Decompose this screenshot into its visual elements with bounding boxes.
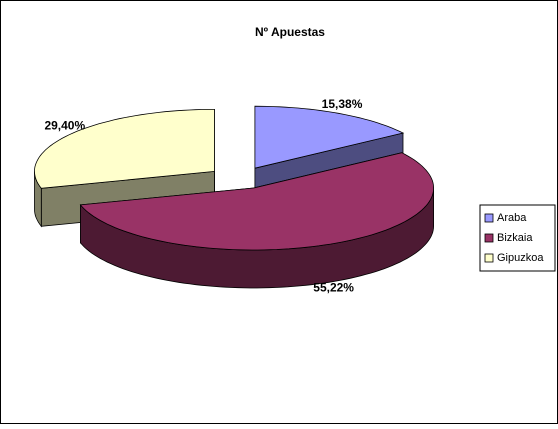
slice xyxy=(79,152,434,251)
slice xyxy=(34,109,215,189)
data-label: 15,38% xyxy=(322,97,363,111)
data-label: 29,40% xyxy=(44,119,85,133)
legend-swatch xyxy=(484,253,494,263)
legend-label: Gipuzkoa xyxy=(497,252,544,264)
chart-title: Nº Apuestas xyxy=(255,25,325,39)
slice xyxy=(254,105,405,169)
legend-label: Araba xyxy=(497,212,527,224)
legend-swatch xyxy=(484,213,494,223)
legend-label: Bizkaia xyxy=(497,232,533,244)
data-label: 55,22% xyxy=(313,281,354,295)
legend-swatch xyxy=(484,233,494,243)
